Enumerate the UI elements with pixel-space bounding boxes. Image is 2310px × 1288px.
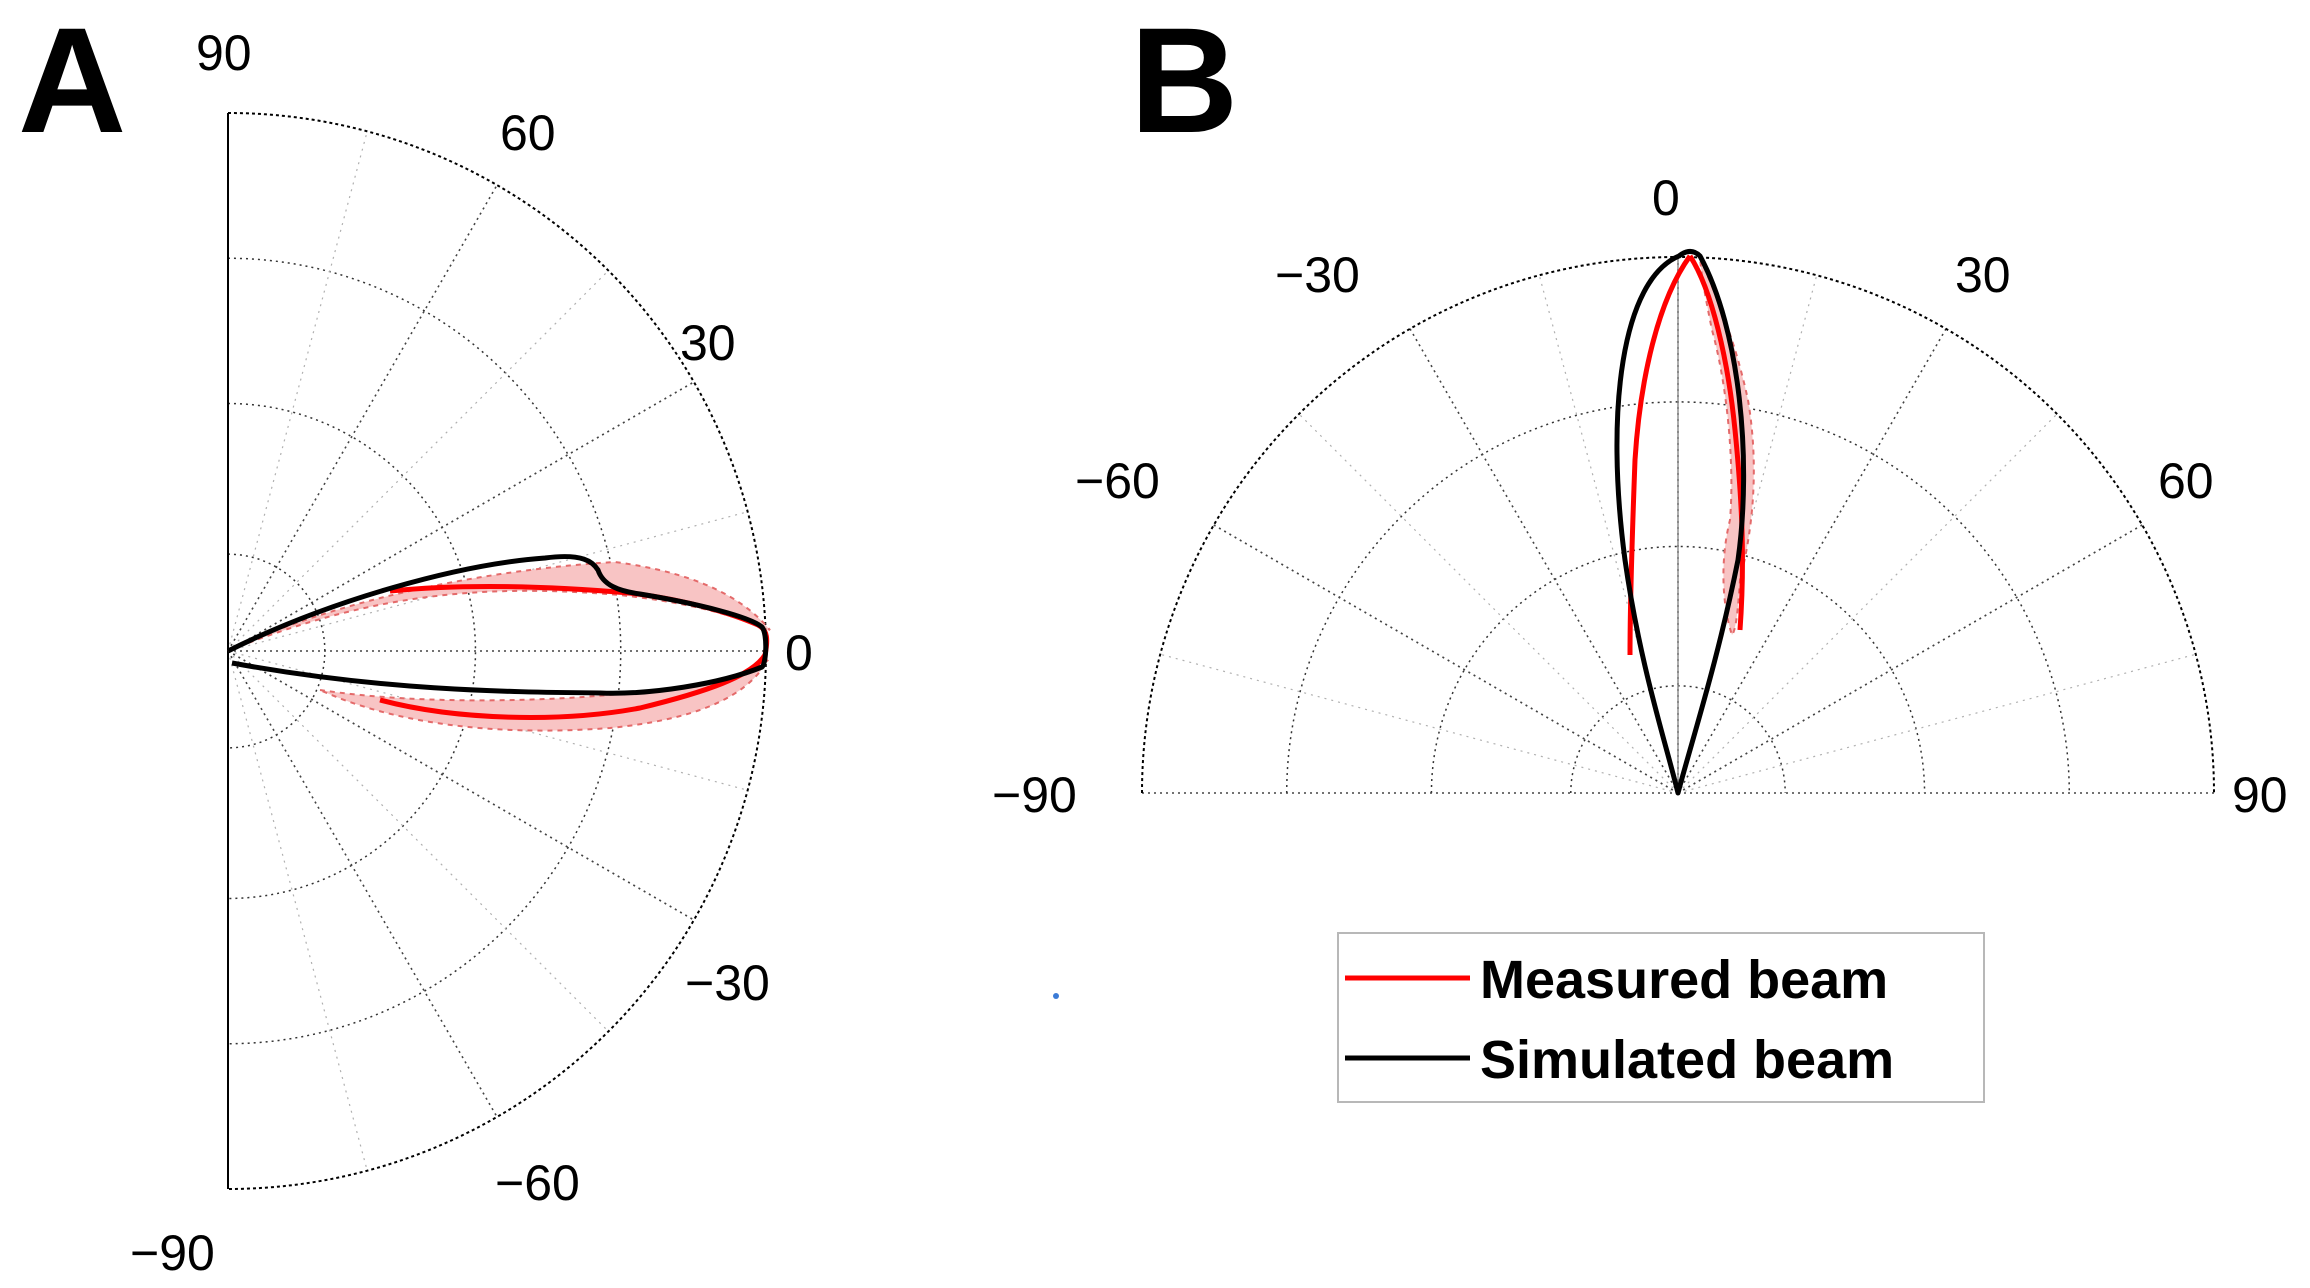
panel-a-angle-label: −90 bbox=[130, 1225, 215, 1281]
legend-label-measured: Measured beam bbox=[1480, 950, 1888, 1010]
panel-a-angle-label: 60 bbox=[500, 105, 556, 161]
panel-a-grid-ring bbox=[227, 402, 477, 900]
panel-b-grid-ring bbox=[1430, 545, 1926, 794]
panel-b-grid-spoke bbox=[1298, 413, 1679, 794]
panel-b-grid-ring bbox=[1285, 401, 2071, 794]
panel-a-angle-label: 0 bbox=[785, 625, 813, 681]
panel-a-grid-spoke bbox=[227, 511, 748, 652]
panel-b-angle-label: −90 bbox=[992, 767, 1077, 823]
panel-b: B 0 −30 30 −60 60 −90 90 Measured beam Simulat… bbox=[992, 0, 2288, 1103]
panel-a-grid-ring bbox=[227, 257, 622, 1045]
panel-b-angle-label: 90 bbox=[2232, 767, 2288, 823]
legend-label-simulated: Simulated beam bbox=[1480, 1030, 1894, 1090]
panel-b-angle-label: −60 bbox=[1075, 453, 1160, 509]
panel-a-measured-band bbox=[227, 560, 771, 652]
panel-a-grid: 90 60 30 0 −30 −60 −90 bbox=[130, 25, 813, 1281]
panel-a-grid-spoke bbox=[227, 650, 748, 791]
panel-a-grid-spoke bbox=[227, 650, 368, 1171]
panel-a-grid-spoke bbox=[227, 270, 609, 652]
panel-b-angle-label: 60 bbox=[2158, 453, 2214, 509]
panel-a-angle-label: −60 bbox=[495, 1155, 580, 1211]
panel-b-angle-label: 30 bbox=[1955, 247, 2011, 303]
panel-a-label: A bbox=[18, 0, 126, 164]
panel-b-angle-label: −30 bbox=[1275, 247, 1360, 303]
legend-box bbox=[1337, 932, 1985, 1103]
panel-a: A 90 60 30 0 −30 −60 −90 bbox=[18, 0, 813, 1281]
panel-b-grid-spoke bbox=[1677, 413, 2058, 794]
panel-b-angle-label: 0 bbox=[1652, 170, 1680, 226]
panel-a-grid-spoke bbox=[227, 650, 609, 1032]
panel-b-simulated-beam bbox=[1614, 248, 1747, 796]
panel-a-angle-label: −30 bbox=[685, 955, 770, 1011]
panel-a-grid-spoke bbox=[227, 131, 368, 652]
panel-b-grid-spoke bbox=[1538, 275, 1679, 794]
legend: Measured beam Simulated beam bbox=[1337, 932, 1985, 1103]
panel-b-label: B bbox=[1130, 0, 1238, 164]
panel-a-simulated-beam bbox=[226, 554, 769, 696]
panel-a-angle-label: 30 bbox=[680, 315, 736, 371]
panel-b-grid-spoke bbox=[1160, 653, 1679, 794]
panel-a-angle-label: 90 bbox=[196, 25, 252, 81]
stray-dot-mark bbox=[1053, 993, 1059, 999]
